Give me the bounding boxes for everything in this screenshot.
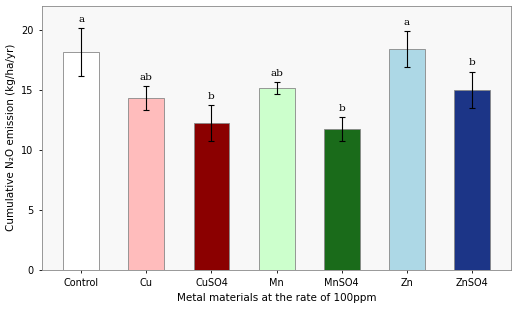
Bar [128, 98, 164, 269]
Text: a: a [78, 15, 84, 24]
Text: a: a [404, 18, 410, 27]
Bar [193, 123, 230, 269]
Bar [389, 49, 425, 269]
Bar [454, 90, 490, 269]
Text: b: b [339, 104, 345, 113]
Bar [258, 88, 295, 269]
Bar [324, 129, 360, 269]
Text: ab: ab [270, 69, 283, 78]
Text: ab: ab [140, 73, 153, 82]
Text: b: b [469, 58, 476, 67]
Y-axis label: Cumulative N₂O emission (kg/ha/yr): Cumulative N₂O emission (kg/ha/yr) [6, 44, 16, 231]
X-axis label: Metal materials at the rate of 100ppm: Metal materials at the rate of 100ppm [177, 294, 376, 303]
Bar [63, 52, 99, 269]
Text: b: b [208, 92, 215, 101]
